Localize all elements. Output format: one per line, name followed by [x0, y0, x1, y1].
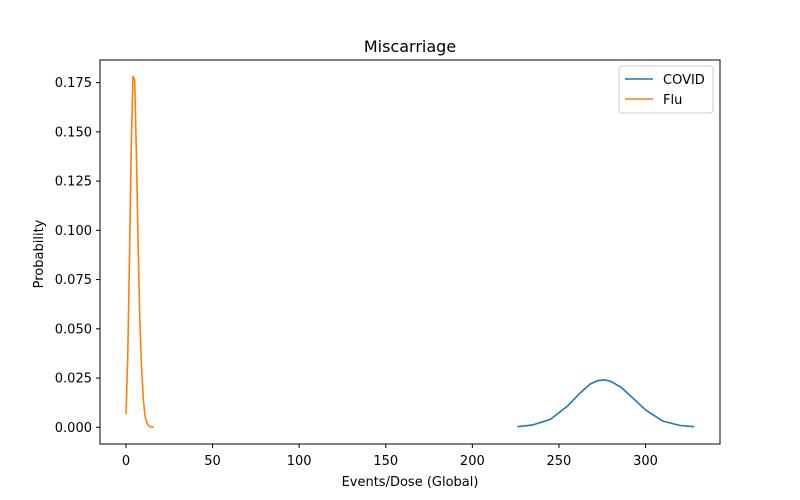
x-tick-label: 100	[287, 454, 312, 469]
x-tick-label: 50	[204, 454, 221, 469]
y-axis-label: Probability	[32, 219, 47, 288]
y-tick-label: 0.100	[55, 224, 92, 239]
series-line-covid	[517, 378, 695, 428]
x-tick-label: 200	[460, 454, 485, 469]
legend-box	[618, 65, 714, 114]
x-tick-label: 0	[122, 454, 130, 469]
y-tick-label: 0.175	[55, 76, 92, 91]
x-tick-label: 250	[547, 454, 572, 469]
axes-frame	[99, 59, 721, 445]
plot-area: 0 50 100 150 200 250 300 0.000 0.025 0.050 0.075 0.…	[55, 59, 721, 469]
x-tick-label: 150	[373, 454, 398, 469]
legend-label-covid: COVID	[663, 73, 705, 88]
chart-title: Miscarriage	[364, 37, 456, 56]
y-tick-label: 0.050	[55, 322, 92, 337]
series-line-flu	[125, 75, 154, 428]
x-tick-label: 300	[633, 454, 658, 469]
x-axis-label: Events/Dose (Global)	[342, 475, 479, 490]
y-tick-label: 0.025	[55, 372, 92, 387]
y-tick-label: 0.150	[55, 125, 92, 140]
y-tick-label: 0.125	[55, 175, 92, 190]
y-tick-label: 0.075	[55, 273, 92, 288]
legend-label-flu: Flu	[663, 93, 682, 108]
y-tick-label: 0.000	[55, 421, 92, 436]
